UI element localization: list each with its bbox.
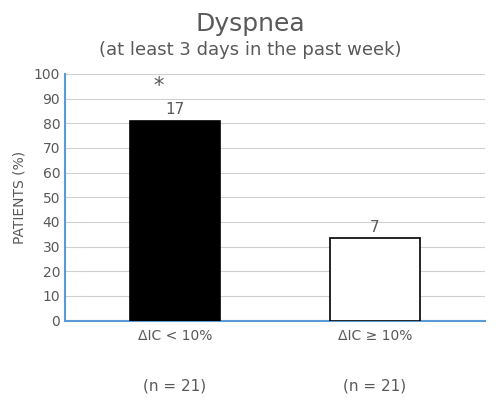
Text: *: * xyxy=(154,76,164,96)
Text: (n = 21): (n = 21) xyxy=(344,379,406,394)
Bar xyxy=(130,121,220,321)
Text: Dyspnea: Dyspnea xyxy=(195,12,305,36)
Bar xyxy=(330,238,420,321)
Y-axis label: PATIENTS (%): PATIENTS (%) xyxy=(13,151,27,244)
Text: 17: 17 xyxy=(166,102,184,117)
Text: 7: 7 xyxy=(370,220,380,235)
Text: (n = 21): (n = 21) xyxy=(144,379,206,394)
Text: (at least 3 days in the past week): (at least 3 days in the past week) xyxy=(99,41,401,59)
